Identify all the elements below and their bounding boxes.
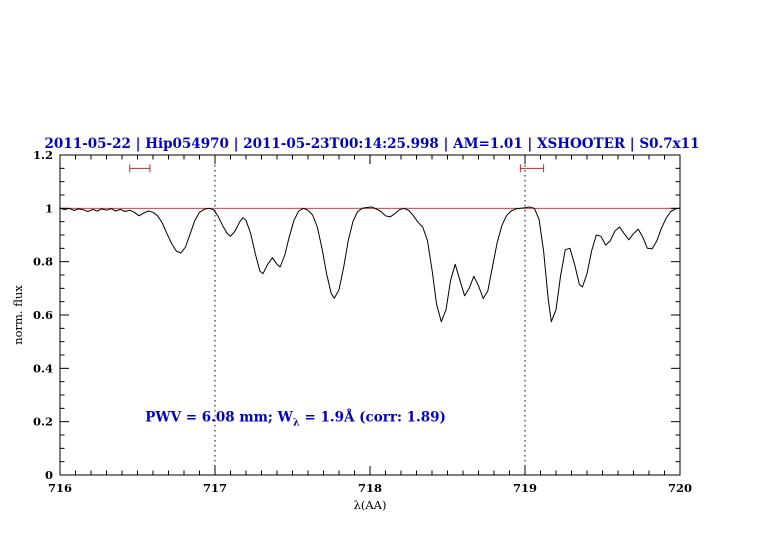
x-tick-label: 717 — [203, 481, 227, 495]
fit-region-markers — [129, 164, 545, 173]
y-tick-label: 1.2 — [33, 148, 53, 162]
chart-title: 2011-05-22 | Hip054970 | 2011-05-23T00:1… — [45, 136, 700, 152]
axis-ticks — [59, 154, 681, 476]
plot-frame — [59, 154, 681, 476]
annotation-text-suffix: = 1.9Å (corr: 1.89) — [300, 410, 446, 426]
x-tick-label: 720 — [668, 481, 692, 495]
annotation-text-prefix: PWV = 6.08 mm; W — [145, 410, 293, 426]
annotation-text-subscript: λ — [293, 418, 300, 429]
y-tick-label: 0.8 — [33, 255, 53, 269]
x-tick-label: 719 — [513, 481, 537, 495]
y-tick-label: 0 — [45, 468, 53, 482]
spectrum-line — [59, 206, 681, 323]
y-tick-label: 1 — [45, 201, 53, 215]
pwv-annotation: PWV = 6.08 mm; Wλ = 1.9Å (corr: 1.89) — [145, 410, 446, 429]
y-axis-label: norm. flux — [11, 285, 25, 345]
x-tick-label: 716 — [48, 481, 72, 495]
x-tick-label: 718 — [358, 481, 382, 495]
y-tick-label: 0.6 — [33, 308, 53, 322]
tick-labels: 716 717 718 719 720 0 0.2 0.4 0.6 0.8 1 1.2 — [33, 148, 692, 495]
y-tick-label: 0.4 — [33, 361, 53, 375]
y-tick-label: 0.2 — [33, 415, 53, 429]
x-axis-label: λ(AA) — [354, 498, 387, 512]
reference-vlines — [214, 155, 526, 475]
